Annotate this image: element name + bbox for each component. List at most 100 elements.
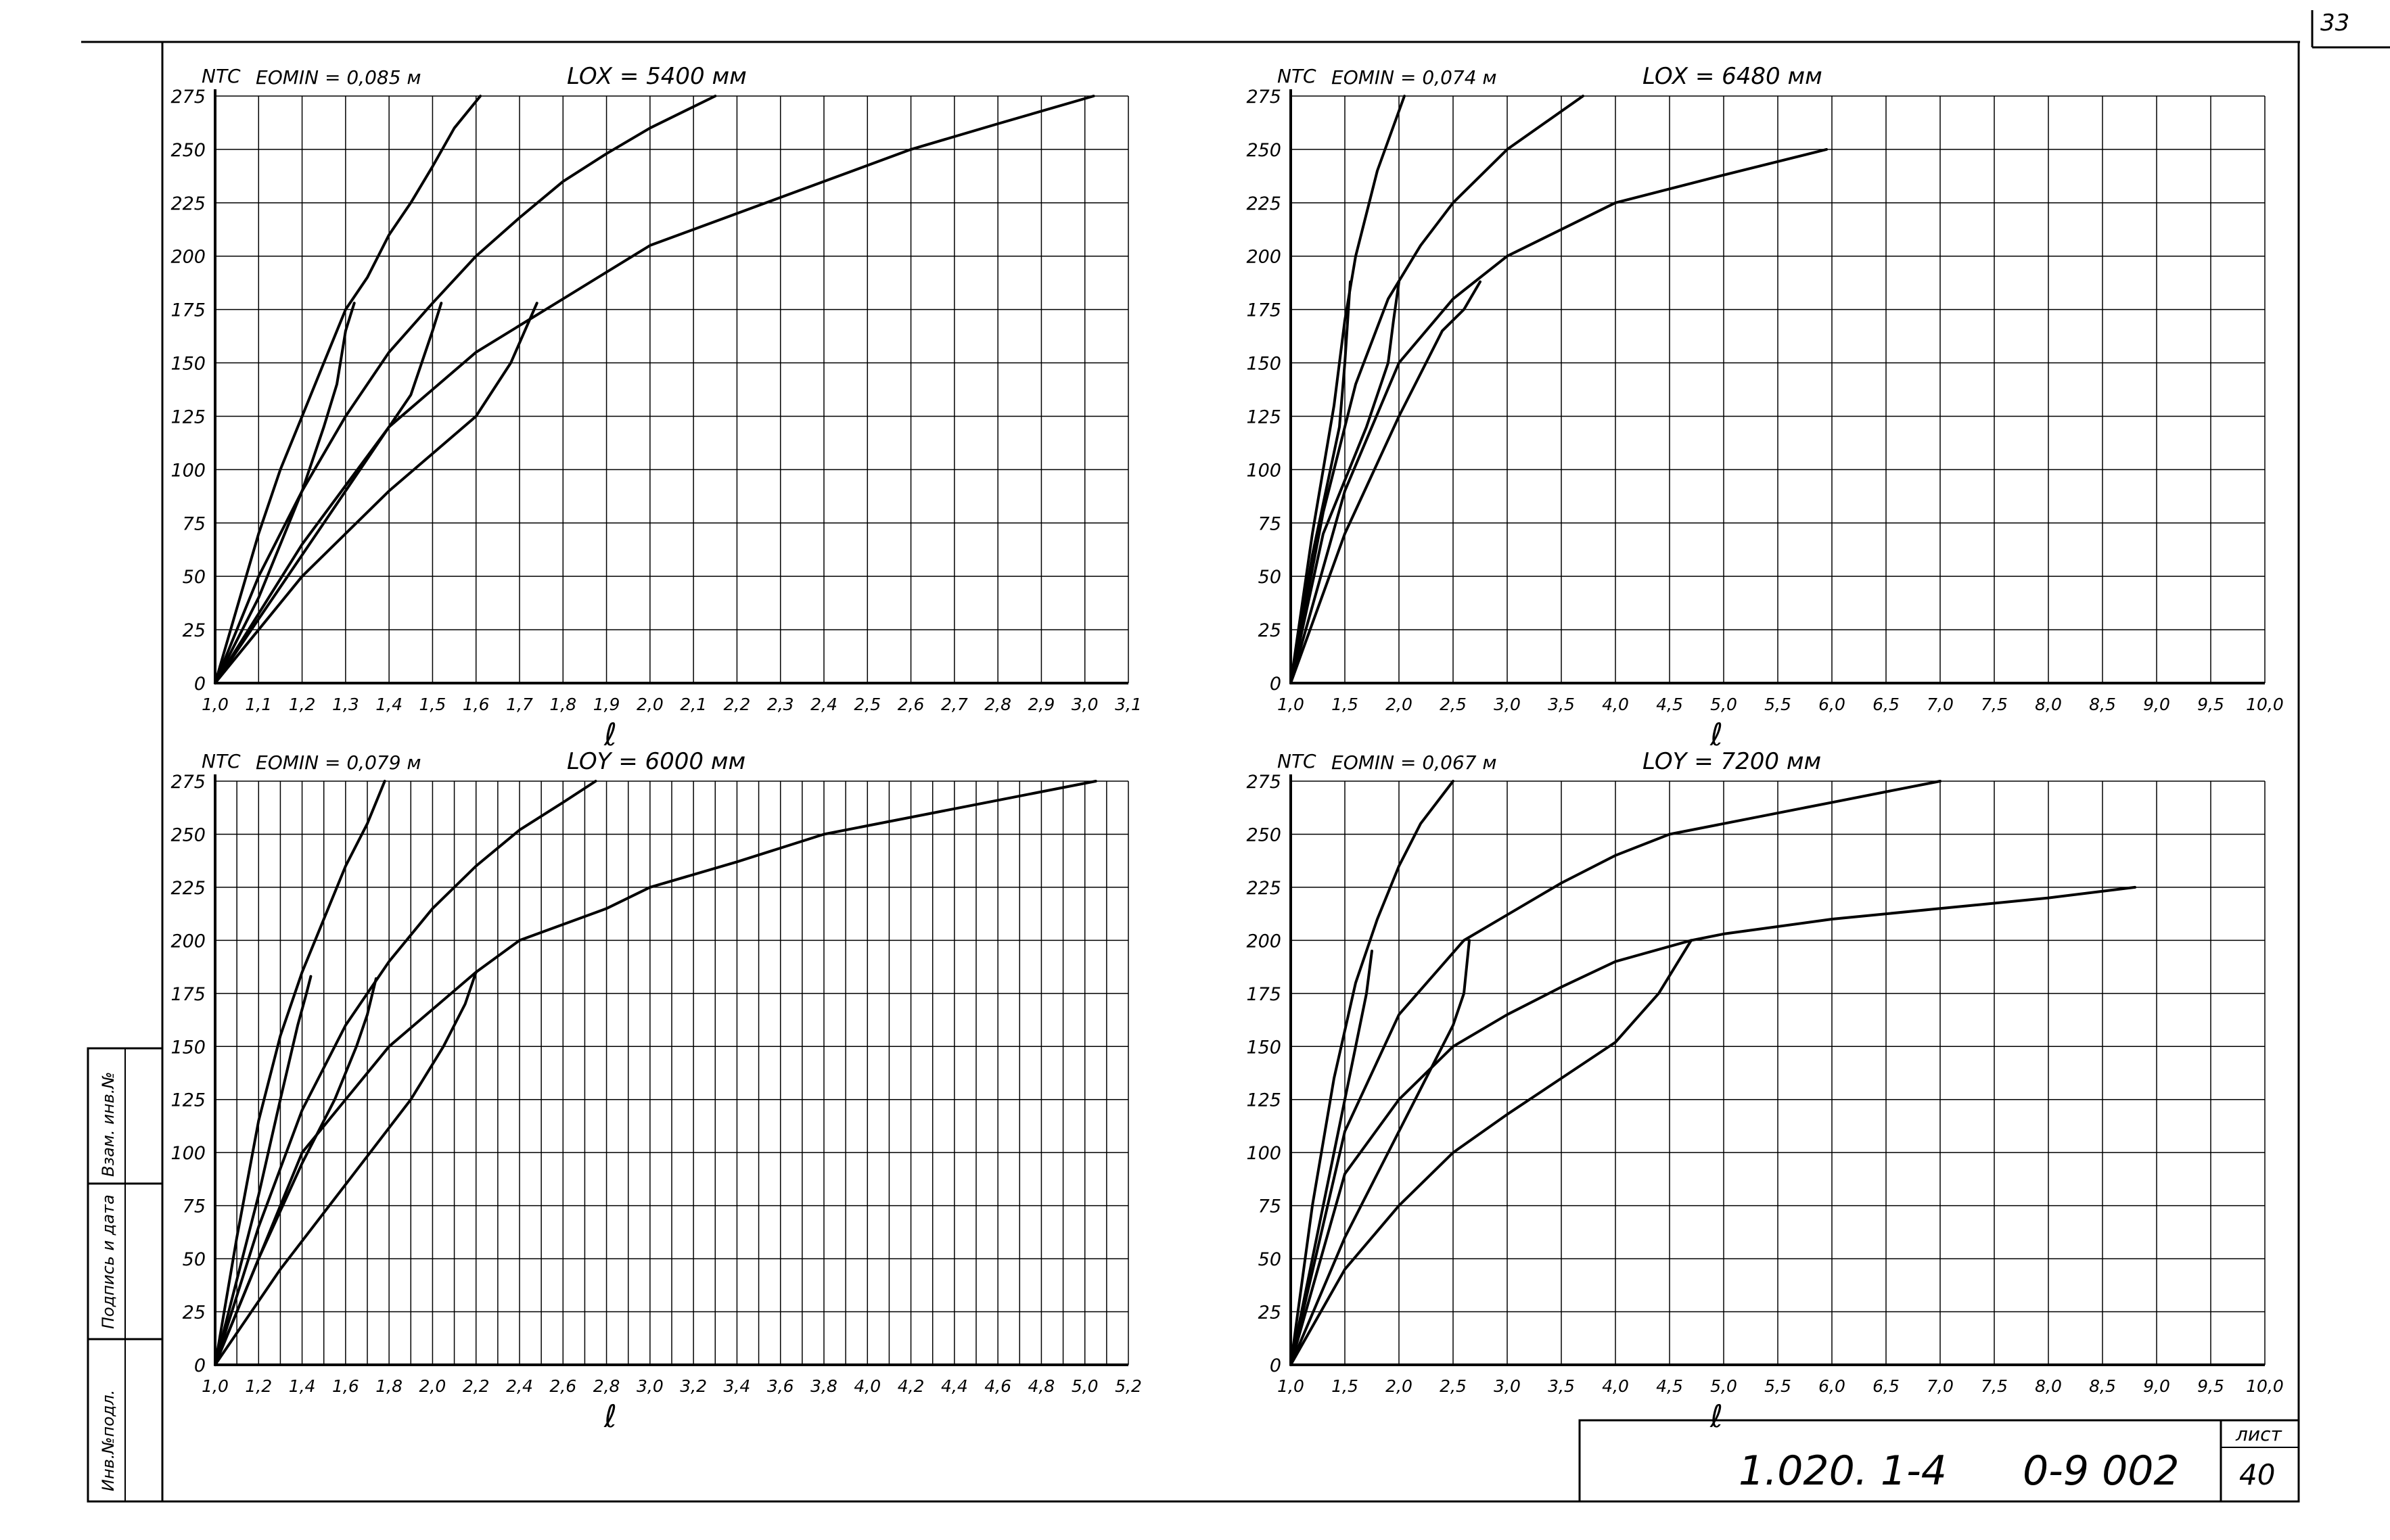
- x-tick-label: 4,5: [1656, 1376, 1683, 1396]
- series-line-5: [1289, 280, 1400, 684]
- x-axis-label: ℓ: [1709, 1398, 1723, 1434]
- x-tick-label: 1,7: [506, 695, 533, 714]
- series-line-2: [214, 95, 717, 684]
- x-tick-label: 5,0: [1072, 1376, 1099, 1396]
- y-tick-label: 0: [1270, 674, 1281, 695]
- x-tick-label: 1,0: [1277, 1376, 1304, 1396]
- x-tick-label: 1,6: [463, 695, 490, 714]
- series-line-2: [1289, 780, 1941, 1366]
- series-line-5: [214, 977, 377, 1366]
- series-line-6: [214, 971, 478, 1366]
- series-line-4: [1289, 950, 1373, 1366]
- y-tick-label: 175: [1246, 300, 1281, 321]
- sheet-number: 40: [2239, 1458, 2275, 1491]
- x-tick-label: 3,1: [1115, 695, 1142, 714]
- series-line-1: [1289, 780, 1454, 1366]
- chart-panel-4: 0 25 50 75 100 125 150 175 200 225 250 275 1,0 1,5 2,0…: [1246, 748, 2283, 1434]
- y-tick-label: 250: [170, 140, 206, 161]
- x-tick-label: 2,0: [1385, 695, 1412, 714]
- y-tick-label: 25: [183, 1303, 206, 1324]
- chart-panel-1: 0 25 50 75 100 125 150 175 200 225 250 275 1,0 1,1 1,2…: [170, 63, 1141, 753]
- x-axis-label: ℓ: [603, 1398, 617, 1434]
- x-tick-label: 7,0: [1927, 1376, 1954, 1396]
- x-tick-label: 5,5: [1764, 1376, 1791, 1396]
- x-tick-label: 1,2: [289, 695, 316, 714]
- series-line-3: [1289, 885, 2136, 1366]
- x-tick-label: 2,7: [941, 695, 968, 714]
- y-tick-label: 225: [1246, 878, 1281, 899]
- eomin-label: EOMIN = 0,085 м: [256, 66, 421, 89]
- eomin-label: EOMIN = 0,074 м: [1331, 66, 1497, 89]
- eomin-label: EOMIN = 0,079 м: [256, 751, 421, 774]
- y-tick-label: 75: [183, 513, 206, 534]
- x-tick-label: 1,8: [375, 1376, 403, 1396]
- y-tick-label: 125: [170, 406, 206, 427]
- y-tick-label: 75: [1258, 1196, 1281, 1217]
- series-line-1: [214, 780, 386, 1366]
- length-label: LOY = 7200 мм: [1642, 748, 1821, 775]
- x-tick-label: 9,0: [2143, 1376, 2170, 1396]
- x-tick-label: 2,0: [1385, 1376, 1412, 1396]
- series-line-4: [1289, 280, 1352, 684]
- document-code: 0-9 002: [2023, 1447, 2180, 1495]
- y-tick-label: 125: [170, 1090, 206, 1111]
- x-tick-label: 10,0: [2246, 695, 2284, 714]
- x-tick-label: 4,8: [1028, 1376, 1055, 1396]
- y-axis-label: NТС: [202, 65, 241, 87]
- y-tick-label: 250: [1246, 140, 1281, 161]
- y-axis-label: NТС: [1277, 65, 1316, 87]
- y-tick-label: 225: [170, 193, 206, 214]
- length-label: LOX = 5400 мм: [567, 63, 747, 90]
- y-tick-label: 200: [1246, 247, 1281, 268]
- sheet-label: лист: [2235, 1423, 2282, 1445]
- y-tick-label: 150: [1246, 1037, 1281, 1058]
- eomin-label: EOMIN = 0,067 м: [1331, 751, 1497, 774]
- y-tick-label: 275: [170, 87, 206, 108]
- x-tick-label: 4,2: [898, 1376, 925, 1396]
- y-tick-label: 75: [1258, 513, 1281, 534]
- series-line-4: [214, 302, 356, 684]
- x-tick-label: 2,8: [593, 1376, 620, 1396]
- x-tick-label: 2,5: [854, 695, 881, 714]
- y-tick-label: 50: [1258, 567, 1281, 588]
- x-tick-label: 2,2: [463, 1376, 490, 1396]
- x-tick-label: 2,5: [1440, 695, 1467, 714]
- x-tick-label: 3,0: [1494, 695, 1521, 714]
- y-tick-label: 200: [1246, 931, 1281, 952]
- x-tick-label: 8,0: [2035, 695, 2062, 714]
- x-tick-label: 2,6: [549, 1376, 576, 1396]
- document-designation: 1.020. 1-4: [1739, 1447, 1947, 1495]
- x-tick-label: 2,2: [724, 695, 751, 714]
- x-tick-label: 9,5: [2197, 695, 2224, 714]
- x-tick-label: 1,5: [1331, 1376, 1358, 1396]
- y-tick-label: 0: [194, 674, 206, 695]
- x-tick-label: 3,5: [1548, 1376, 1575, 1396]
- x-tick-label: 9,5: [2197, 1376, 2224, 1396]
- y-tick-label: 200: [170, 247, 206, 268]
- x-tick-label: 3,0: [1494, 1376, 1521, 1396]
- x-tick-label: 3,6: [767, 1376, 794, 1396]
- x-tick-label: 1,0: [202, 1376, 229, 1396]
- x-tick-label: 3,2: [680, 1376, 707, 1396]
- x-tick-label: 7,5: [1981, 1376, 2008, 1396]
- x-tick-label: 2,8: [984, 695, 1011, 714]
- y-tick-label: 50: [183, 567, 206, 588]
- series-line-1: [1289, 95, 1406, 684]
- x-tick-label: 3,5: [1548, 695, 1575, 714]
- y-tick-label: 100: [1246, 1143, 1281, 1164]
- y-tick-label: 0: [1270, 1355, 1281, 1376]
- y-tick-label: 100: [170, 1143, 206, 1164]
- series-line-6: [1289, 939, 1693, 1366]
- y-tick-label: 100: [170, 460, 206, 481]
- series-line-2: [214, 780, 597, 1366]
- title-block: 1.020. 1-4 0-9 002 лист 40: [1578, 1419, 2300, 1503]
- y-tick-label: 150: [170, 354, 206, 375]
- x-tick-label: 6,0: [1818, 1376, 1845, 1396]
- series-line-5: [214, 302, 443, 684]
- stamp-replacement-label: Взам. инв.№: [99, 1072, 118, 1177]
- chart-panel-2: 0 25 50 75 100 125 150 175 200 225 250 275 1,0 1,5 2,0…: [1246, 63, 2283, 753]
- x-tick-label: 3,8: [810, 1376, 837, 1396]
- x-tick-label: 5,0: [1710, 1376, 1737, 1396]
- x-tick-label: 3,4: [724, 1376, 751, 1396]
